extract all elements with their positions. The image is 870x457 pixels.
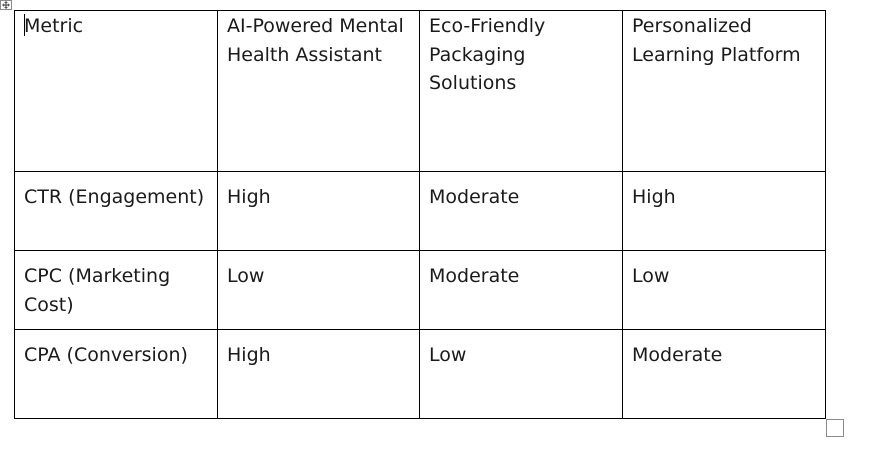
- table-resize-handle-icon[interactable]: [826, 419, 844, 437]
- table-cell[interactable]: Low: [217, 250, 420, 330]
- header-cell-eco-packaging[interactable]: Eco-Friendly Packaging Solutions: [419, 10, 623, 172]
- table-cell[interactable]: Low: [419, 329, 623, 419]
- table-row: CPC (Marketing Cost) Low Moderate Low: [14, 250, 826, 330]
- table-row: CPA (Conversion) High Low Moderate: [14, 329, 826, 419]
- table-cell[interactable]: CTR (Engagement): [14, 171, 218, 251]
- table-cell[interactable]: High: [622, 171, 826, 251]
- table-cell[interactable]: Moderate: [622, 329, 826, 419]
- table-cell[interactable]: CPA (Conversion): [14, 329, 218, 419]
- metrics-table: Metric AI-Powered Mental Health Assistan…: [14, 10, 826, 419]
- header-cell-personalized-learning[interactable]: Personalized Learning Platform: [622, 10, 826, 172]
- header-cell-ai-mental-health[interactable]: AI-Powered Mental Health Assistant: [217, 10, 420, 172]
- four-arrow-move-icon: [2, 1, 10, 9]
- header-cell-metric[interactable]: Metric: [14, 10, 218, 172]
- table-cell[interactable]: Moderate: [419, 171, 623, 251]
- table-cell[interactable]: CPC (Marketing Cost): [14, 250, 218, 330]
- table-cell[interactable]: Moderate: [419, 250, 623, 330]
- table-cell[interactable]: Low: [622, 250, 826, 330]
- table-cell[interactable]: High: [217, 171, 420, 251]
- table-cell[interactable]: High: [217, 329, 420, 419]
- table-row: CTR (Engagement) High Moderate High: [14, 171, 826, 251]
- table-header-row: Metric AI-Powered Mental Health Assistan…: [14, 10, 826, 172]
- text-cursor: [24, 14, 25, 36]
- table-move-handle-icon[interactable]: [0, 0, 12, 10]
